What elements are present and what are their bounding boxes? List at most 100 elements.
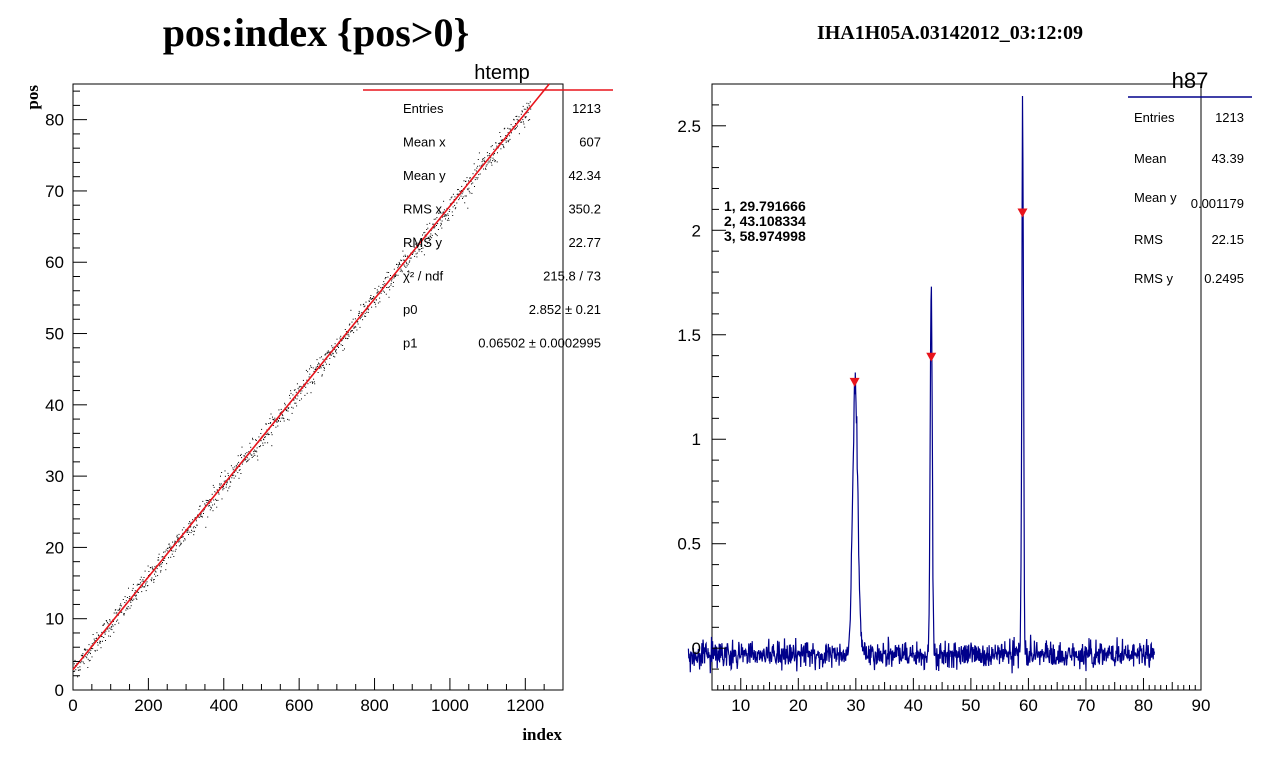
scatter-point <box>98 635 100 637</box>
stats-value: 42.34 <box>568 168 601 183</box>
scatter-point <box>238 469 240 471</box>
y-tick-label: 60 <box>45 253 64 272</box>
scatter-point <box>335 349 337 351</box>
scatter-point <box>224 484 226 486</box>
scatter-point <box>194 530 195 532</box>
scatter-point <box>523 123 525 125</box>
stats-value: 43.39 <box>1211 151 1244 166</box>
scatter-point <box>393 268 395 270</box>
scatter-point <box>88 660 90 662</box>
scatter-point <box>348 334 350 336</box>
scatter-point <box>158 559 160 561</box>
scatter-point <box>399 263 400 265</box>
scatter-point <box>144 586 146 588</box>
scatter-point <box>307 383 309 385</box>
stats-value: 2.852 ± 0.21 <box>529 302 601 317</box>
scatter-point <box>529 119 531 121</box>
scatter-point <box>143 580 145 582</box>
scatter-point <box>501 144 503 145</box>
scatter-point <box>474 186 475 187</box>
scatter-point <box>457 193 459 195</box>
scatter-point <box>94 650 96 652</box>
scatter-point <box>183 527 185 529</box>
scatter-point <box>251 454 253 456</box>
scatter-point <box>442 216 443 218</box>
scatter-point <box>363 303 365 305</box>
scatter-point <box>217 499 219 501</box>
scatter-point <box>496 145 498 147</box>
scatter-point <box>357 321 359 323</box>
scatter-point <box>89 659 91 661</box>
scatter-point <box>483 159 485 161</box>
scatter-point <box>306 392 308 394</box>
scatter-point <box>84 648 86 650</box>
scatter-point <box>312 382 313 384</box>
scatter-point <box>100 641 102 642</box>
scatter-point <box>377 292 379 294</box>
y-tick-label: 20 <box>45 538 64 557</box>
scatter-point <box>240 473 242 474</box>
scatter-point <box>121 611 123 613</box>
scatter-point <box>90 653 91 655</box>
scatter-point <box>399 270 401 272</box>
scatter-point <box>256 451 258 453</box>
scatter-point <box>416 256 418 258</box>
scatter-point <box>224 470 226 472</box>
y-tick-label: 0 <box>55 681 64 700</box>
scatter-point <box>113 612 115 614</box>
scatter-point <box>387 276 389 278</box>
scatter-point <box>221 472 223 473</box>
scatter-point <box>422 234 423 236</box>
scatter-point <box>389 289 391 291</box>
scatter-point <box>202 510 204 512</box>
scatter-point <box>268 423 270 424</box>
scatter-point <box>109 620 111 622</box>
scatter-point <box>153 579 155 580</box>
scatter-point <box>517 120 519 122</box>
scatter-point <box>142 579 144 581</box>
scatter-point <box>96 637 97 639</box>
scatter-point <box>486 164 488 166</box>
scatter-point <box>264 436 266 438</box>
scatter-point <box>454 196 456 198</box>
stats-label: Mean x <box>403 135 446 150</box>
scatter-point <box>288 419 290 421</box>
scatter-point <box>454 208 456 210</box>
scatter-point <box>188 534 189 535</box>
scatter-point <box>221 487 223 489</box>
scatter-point <box>86 657 88 659</box>
scatter-point <box>207 516 209 518</box>
scatter-point <box>289 394 290 396</box>
scatter-point <box>239 469 241 471</box>
scatter-point <box>91 648 93 649</box>
scatter-point <box>174 550 176 552</box>
scatter-point <box>294 402 296 404</box>
scatter-point <box>115 612 117 614</box>
scatter-point <box>109 619 111 621</box>
scatter-point <box>139 583 141 585</box>
scatter-point <box>510 124 512 126</box>
scatter-point <box>255 440 257 441</box>
scatter-point <box>157 559 159 561</box>
scatter-point <box>475 170 477 172</box>
scatter-point <box>397 265 399 267</box>
scatter-point <box>240 453 242 455</box>
scatter-point <box>489 159 491 161</box>
scatter-point <box>383 285 385 287</box>
scatter-point <box>322 365 324 367</box>
scatter-point <box>260 440 262 442</box>
scatter-point <box>459 197 460 199</box>
scatter-point <box>160 570 162 572</box>
scatter-point <box>235 464 237 466</box>
scatter-point <box>267 434 269 436</box>
scatter-point <box>477 165 479 167</box>
scatter-point <box>529 101 531 103</box>
scatter-point <box>358 313 360 315</box>
scatter-point <box>490 146 492 148</box>
scatter-point <box>165 569 167 571</box>
scatter-point <box>420 245 422 247</box>
scatter-point <box>453 199 455 200</box>
y-tick-label: 0 <box>692 639 701 658</box>
scatter-point <box>322 364 324 366</box>
scatter-point <box>314 383 316 385</box>
